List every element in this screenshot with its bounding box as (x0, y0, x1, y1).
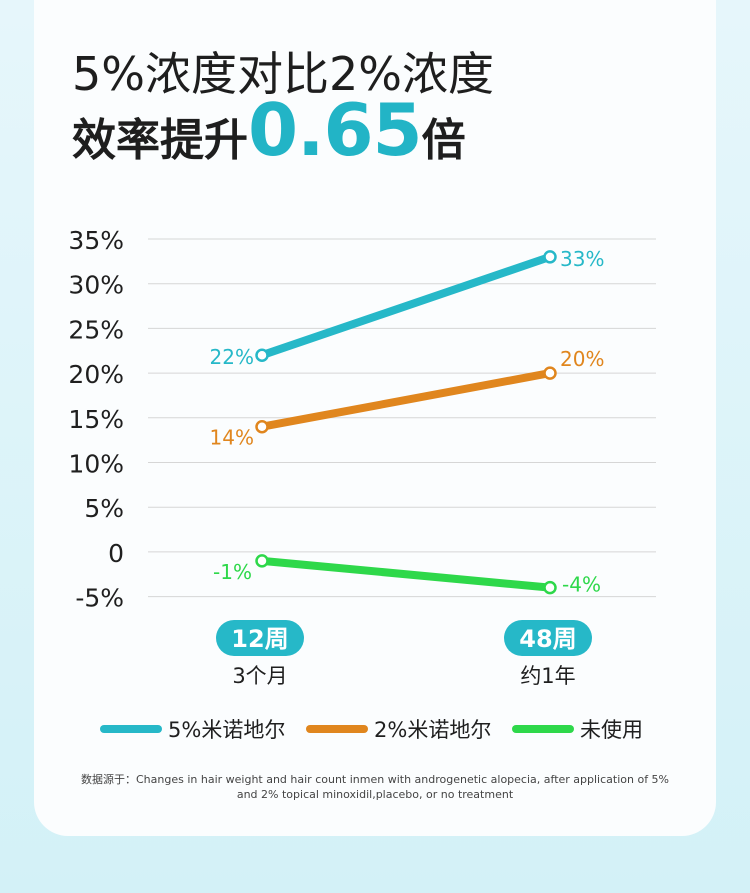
category-pill (216, 620, 304, 656)
data-point (255, 348, 269, 362)
legend-label: 5%米诺地尔 (168, 718, 285, 742)
data-label: 14% (210, 426, 254, 450)
y-tick-label: 0 (108, 539, 124, 568)
data-label: -4% (562, 573, 601, 597)
data-label: 22% (210, 345, 254, 369)
data-label: 20% (560, 347, 604, 371)
subheadline-prefix: 效率提升 (72, 115, 248, 166)
legend-label: 未使用 (580, 718, 643, 742)
data-point (255, 419, 269, 434)
headline: 5%浓度对比2%浓度 (72, 47, 494, 101)
x-category-sublabel: 3个月 (232, 664, 287, 688)
series-line (258, 369, 554, 431)
x-category-sublabel: 约1年 (520, 664, 575, 688)
data-point (543, 250, 557, 264)
y-tick-label: 30% (68, 271, 124, 300)
y-tick-label: 10% (68, 450, 124, 479)
x-category-label: 48周 (519, 625, 576, 653)
x-category-label: 12周 (231, 625, 288, 653)
subheadline-highlight: 0.65 (248, 88, 423, 172)
y-tick-label: 15% (68, 405, 124, 434)
y-tick-label: 25% (68, 315, 124, 344)
series-line (258, 252, 554, 360)
data-label: 33% (560, 247, 604, 271)
source-note: 数据源于：Changes in hair weight and hair cou… (80, 773, 670, 801)
y-tick-label: 35% (68, 226, 124, 255)
legend-label: 2%米诺地尔 (374, 718, 491, 742)
subheadline-suffix: 倍 (421, 115, 466, 166)
y-tick-label: -5% (75, 584, 124, 613)
subheadline: 效率提升0.65倍 (72, 88, 466, 172)
y-tick-label: 20% (68, 360, 124, 389)
data-point (255, 554, 269, 568)
category-pill (504, 620, 592, 656)
data-label: -1% (213, 560, 252, 584)
series-line (258, 556, 554, 592)
data-point (543, 580, 557, 595)
y-tick-label: 5% (84, 494, 124, 523)
data-point (543, 366, 557, 380)
